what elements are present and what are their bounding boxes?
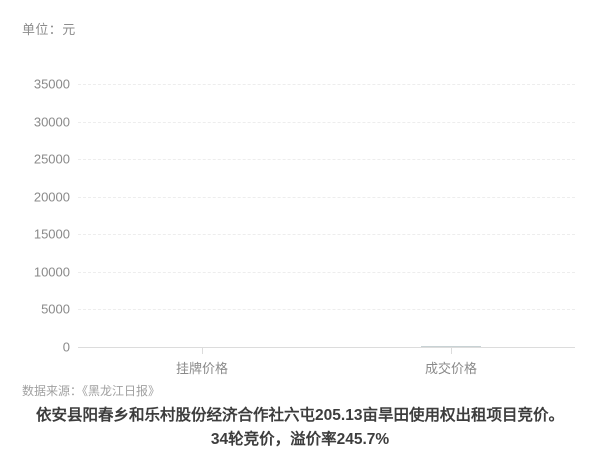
data-source-note: 数据来源：《黑龙江日报》 [22, 384, 161, 398]
caption-line-1: 依安县阳春乡和乐村股份经济合作社六屯205.13亩旱田使用权出租项目竞价。 [36, 407, 564, 424]
y-axis-tick-label: 5000 [41, 301, 70, 317]
gridline [78, 159, 575, 161]
gridline [78, 234, 575, 236]
x-axis-category-label: 挂牌价格 [175, 361, 229, 376]
caption-line-2: 34轮竞价，溢价率245.7% [210, 431, 390, 448]
y-axis-tick-label: 20000 [33, 189, 70, 205]
chart-caption: 依安县阳春乡和乐村股份经济合作社六屯205.13亩旱田使用权出租项目竞价。 34… [18, 404, 582, 452]
y-axis-tick-label: 0 [62, 339, 70, 355]
gridline [78, 309, 575, 311]
gridline [78, 196, 575, 198]
unit-label: 单位：元 [22, 22, 76, 37]
x-axis-tick [451, 348, 452, 354]
bars-layer [78, 84, 575, 347]
y-axis-tick-label: 25000 [33, 151, 70, 167]
gridline [78, 121, 575, 123]
gridline [78, 84, 575, 85]
gridline [78, 271, 575, 273]
x-axis-tick [202, 348, 203, 354]
y-axis-tick-label: 10000 [33, 264, 70, 280]
x-axis-line [78, 347, 575, 348]
bar[interactable] [421, 345, 481, 347]
y-axis-tick-labels: 0 5000 10000 15000 20000 25000 30000 35000 [0, 77, 70, 355]
y-axis-tick-label: 35000 [33, 76, 70, 92]
y-axis-tick-label: 30000 [33, 114, 70, 130]
x-axis-category-label: 成交价格 [424, 361, 478, 376]
plot-area [78, 84, 575, 347]
y-axis-tick-label: 15000 [33, 226, 70, 242]
